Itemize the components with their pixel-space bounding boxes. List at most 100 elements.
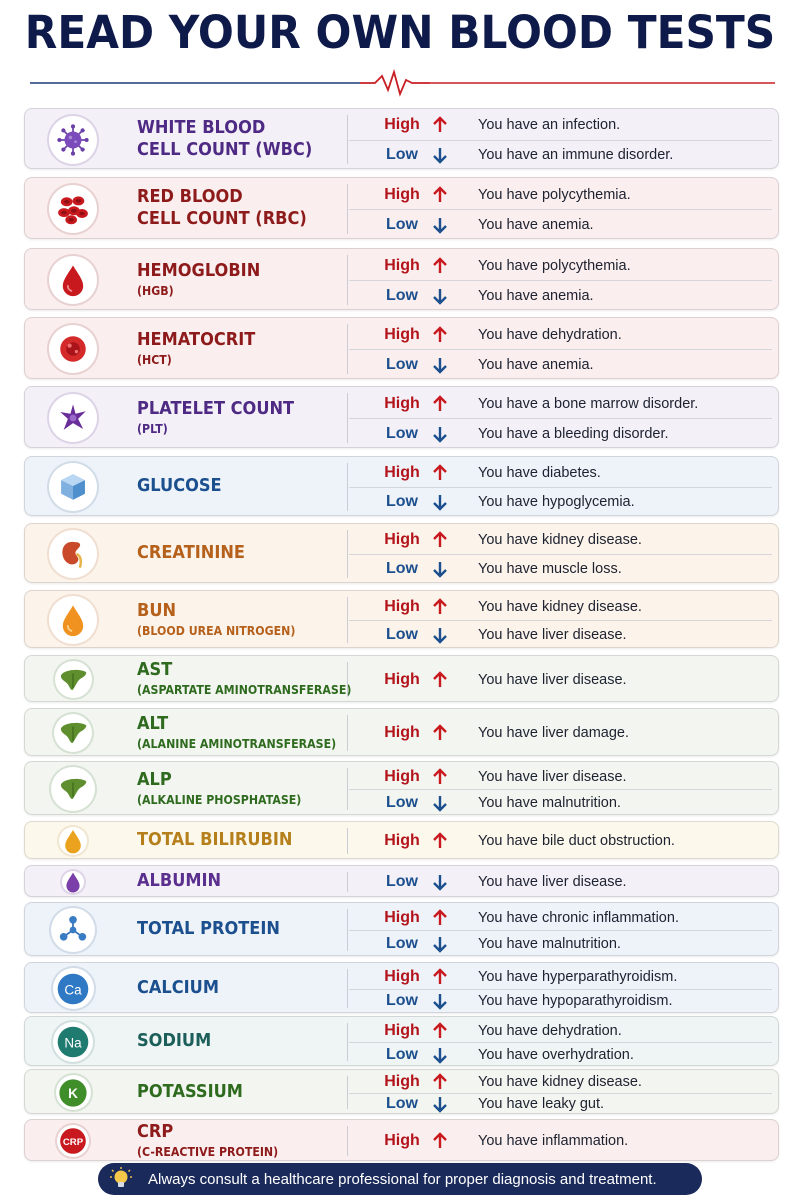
heartbeat-divider <box>30 68 775 97</box>
blood-cell-icon <box>47 323 99 375</box>
column-divider <box>347 597 348 643</box>
level-high: High <box>384 671 420 688</box>
test-abbreviation: (HGB) <box>137 282 174 298</box>
arrow-down-graphic <box>433 495 447 511</box>
test-name-block: HEMOGLOBIN (HGB) <box>137 249 357 309</box>
result-divider <box>349 989 772 990</box>
level-high: High <box>384 832 420 849</box>
calcium-icon-graphic: Ca <box>57 973 89 1004</box>
test-abbreviation: (C-REACTIVE PROTEIN) <box>137 1143 279 1159</box>
test-row-hct: HEMATOCRIT (HCT) High You have dehydration.… <box>24 317 779 379</box>
arrow-up-graphic <box>433 464 447 480</box>
test-row-hgb: HEMOGLOBIN (HGB) High You have polycythemia… <box>24 248 779 310</box>
arrow-up-icon <box>430 967 450 987</box>
test-name: WHITE BLOOD <box>137 116 266 138</box>
orange-drop-icon <box>47 594 99 646</box>
test-name-block: SODIUM <box>137 1017 357 1065</box>
column-divider <box>347 969 348 1008</box>
test-row-alp: ALP (ALKALINE PHOSPHATASE) High You have li… <box>24 761 779 815</box>
level-high: High <box>384 257 420 274</box>
arrow-up-graphic <box>433 909 447 925</box>
arrow-up-graphic <box>433 326 447 342</box>
sodium-icon-graphic: Na <box>57 1026 89 1058</box>
test-name: CALCIUM <box>137 976 219 998</box>
result-meaning: You have a bone marrow disorder. <box>478 396 699 412</box>
column-divider <box>347 715 348 751</box>
arrow-up-graphic <box>433 724 447 740</box>
arrow-down-icon <box>430 625 450 645</box>
result-meaning: You have malnutrition. <box>478 936 621 952</box>
test-name-block: BUN (BLOOD UREA NITROGEN) <box>137 591 357 647</box>
level-low: Low <box>386 935 418 952</box>
sugar-cube-icon-graphic <box>61 474 85 500</box>
level-high: High <box>384 598 420 615</box>
arrow-down-icon <box>430 492 450 512</box>
arrow-up-graphic <box>433 257 447 273</box>
arrow-up-graphic <box>433 1073 447 1089</box>
level-high: High <box>384 531 420 548</box>
test-name: POTASSIUM <box>137 1080 243 1102</box>
level-low: Low <box>386 146 418 163</box>
result-divider <box>349 930 772 931</box>
arrow-down-icon <box>430 286 450 306</box>
arrow-up-graphic <box>433 531 447 547</box>
test-row-bilirubin: TOTAL BILIRUBIN High You have bile duct ob… <box>24 821 779 859</box>
result-divider <box>349 280 772 281</box>
arrow-down-graphic <box>433 1048 447 1064</box>
level-low: Low <box>386 216 418 233</box>
arrow-up-icon <box>430 1072 450 1092</box>
result-divider <box>349 1093 772 1094</box>
result-meaning: You have diabetes. <box>478 465 601 481</box>
test-row-calcium: Ca CALCIUM High You have hyperparathyroidis… <box>24 962 779 1013</box>
test-row-ast: AST (ASPARTATE AMINOTRANSFERASE) High You h… <box>24 655 779 702</box>
platelet-icon <box>47 392 99 444</box>
arrow-down-icon <box>430 1045 450 1065</box>
crp-icon: CRP <box>55 1123 91 1159</box>
test-abbreviation: (ALANINE AMINOTRANSFERASE) <box>137 735 337 751</box>
test-row-rbc: RED BLOOD CELL COUNT (RBC) High You have po… <box>24 177 779 239</box>
level-high: High <box>384 909 420 926</box>
arrow-down-graphic <box>433 875 447 891</box>
liver-icon <box>52 659 94 700</box>
level-low: Low <box>386 794 418 811</box>
column-divider <box>347 463 348 511</box>
test-name-block: HEMATOCRIT (HCT) <box>137 318 357 378</box>
result-meaning: You have leaky gut. <box>478 1096 605 1112</box>
column-divider <box>347 184 348 234</box>
level-high: High <box>384 186 420 203</box>
test-name: TOTAL PROTEIN <box>137 918 280 939</box>
test-name: AST <box>137 659 173 680</box>
svg-text:CRP: CRP <box>63 1137 84 1148</box>
arrow-down-graphic <box>433 427 447 443</box>
result-meaning: You have bile duct obstruction. <box>478 833 675 849</box>
test-name-block: TOTAL PROTEIN <box>137 903 357 955</box>
test-name-block: ALBUMIN <box>137 866 357 896</box>
column-divider <box>347 1076 348 1109</box>
arrow-up-graphic <box>433 968 447 984</box>
test-name-block: CREATININE <box>137 524 357 582</box>
level-high: High <box>384 768 420 785</box>
column-divider <box>347 115 348 164</box>
result-meaning: You have malnutrition. <box>478 795 621 811</box>
result-divider <box>349 789 772 790</box>
arrow-down-graphic <box>433 937 447 953</box>
arrow-down-graphic <box>433 1097 447 1113</box>
result-divider <box>349 620 772 621</box>
arrow-up-graphic <box>433 768 447 784</box>
result-divider <box>349 1042 772 1043</box>
result-meaning: You have kidney disease. <box>478 532 642 548</box>
test-name: SODIUM <box>137 1030 212 1051</box>
lightbulb-icon <box>110 1167 132 1187</box>
arrow-up-icon <box>430 530 450 550</box>
column-divider <box>347 255 348 305</box>
level-low: Low <box>386 425 418 442</box>
column-divider <box>347 393 348 443</box>
test-name: CELL COUNT (RBC) <box>137 208 307 229</box>
result-meaning: You have overhydration. <box>478 1047 634 1063</box>
sodium-icon: Na <box>51 1020 95 1064</box>
arrow-down-graphic <box>433 796 447 812</box>
liver-icon-graphic <box>60 778 87 800</box>
arrow-up-icon <box>430 831 450 851</box>
test-name: BUN <box>137 599 177 621</box>
test-row-alt: ALT (ALANINE AMINOTRANSFERASE) High You hav… <box>24 708 779 756</box>
